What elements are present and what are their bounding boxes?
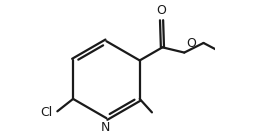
Text: O: O	[157, 4, 166, 17]
Text: O: O	[186, 37, 196, 50]
Text: N: N	[101, 121, 110, 134]
Text: Cl: Cl	[40, 106, 53, 119]
